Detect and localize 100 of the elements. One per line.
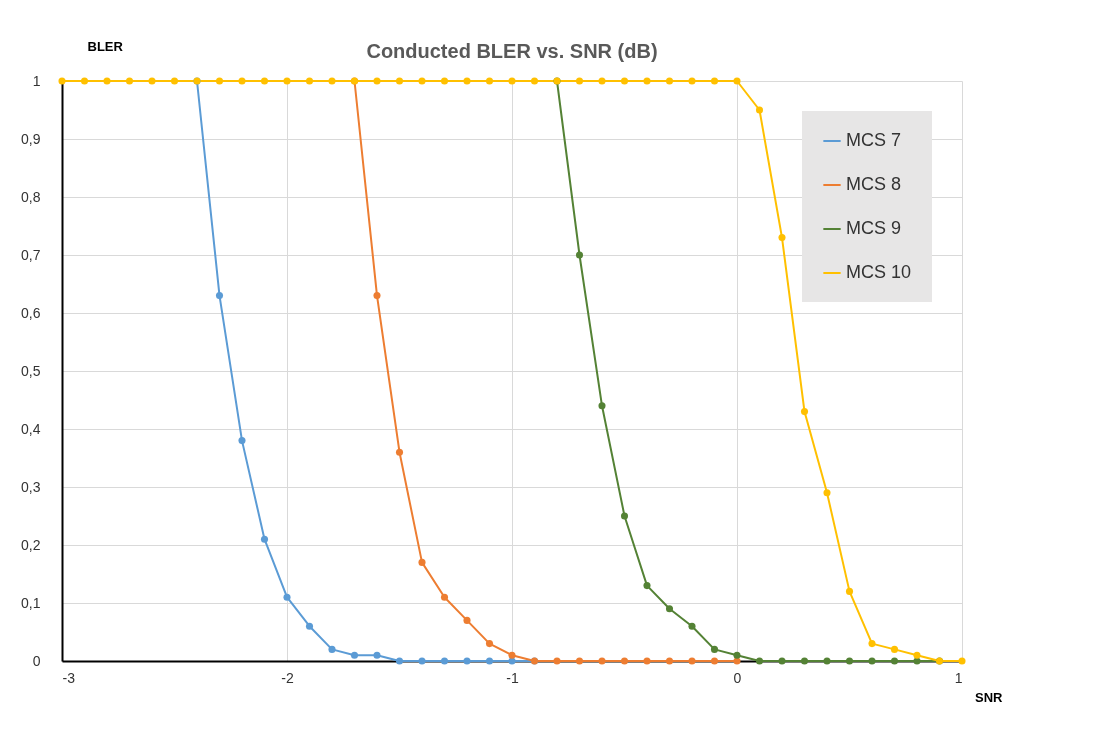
- point: [598, 657, 606, 665]
- point: [643, 77, 651, 85]
- point: [643, 582, 651, 590]
- point: [373, 77, 381, 85]
- legend-label: MCS 8: [846, 174, 902, 194]
- x-tick-label: -1: [506, 669, 519, 686]
- point: [575, 251, 584, 259]
- point: [463, 77, 471, 85]
- point: [800, 657, 809, 665]
- point: [688, 657, 696, 665]
- point: [283, 593, 291, 601]
- point: [598, 402, 606, 410]
- x-tick-label: 1: [954, 669, 963, 686]
- chart-title: Conducted BLER vs. SNR (dB): [366, 40, 658, 62]
- point: [328, 645, 336, 653]
- point: [755, 657, 764, 665]
- point: [485, 77, 494, 85]
- point: [553, 657, 561, 665]
- x-tick-label: 0: [733, 669, 742, 686]
- point: [418, 657, 426, 665]
- point: [800, 408, 809, 416]
- point: [620, 657, 629, 665]
- point: [328, 77, 336, 85]
- point: [575, 657, 584, 665]
- y-tick-label: 0,5: [21, 362, 41, 379]
- point: [688, 622, 696, 630]
- point: [688, 77, 696, 85]
- point: [913, 651, 921, 659]
- point: [868, 640, 876, 648]
- point: [463, 616, 471, 624]
- point: [710, 657, 719, 665]
- point: [823, 657, 831, 665]
- point: [440, 593, 449, 601]
- point: [755, 106, 764, 114]
- point: [103, 77, 111, 85]
- point: [395, 448, 404, 456]
- point: [373, 292, 381, 300]
- point: [440, 77, 449, 85]
- y-tick-label: 0,2: [21, 536, 41, 553]
- point: [80, 77, 89, 85]
- x-axis-title: SNR: [975, 689, 1004, 705]
- point: [845, 587, 854, 595]
- point: [508, 651, 516, 659]
- point: [845, 657, 854, 665]
- point: [643, 657, 651, 665]
- point: [710, 645, 719, 653]
- point: [350, 651, 359, 659]
- point: [530, 77, 539, 85]
- point: [260, 535, 269, 543]
- point: [575, 77, 584, 85]
- y-tick-label: 0,4: [21, 420, 41, 437]
- point: [778, 234, 786, 242]
- point: [485, 640, 494, 648]
- point: [823, 489, 831, 497]
- y-tick-label: 1: [32, 72, 41, 89]
- point: [418, 77, 426, 85]
- point: [620, 512, 629, 520]
- y-tick-label: 0,7: [21, 246, 41, 263]
- point: [125, 77, 134, 85]
- point: [170, 77, 179, 85]
- point: [620, 77, 629, 85]
- point: [215, 292, 224, 300]
- point: [710, 77, 719, 85]
- point: [283, 77, 291, 85]
- point: [665, 657, 674, 665]
- point: [733, 77, 741, 85]
- point: [395, 77, 404, 85]
- point: [733, 651, 741, 659]
- point: [485, 657, 494, 665]
- point: [598, 77, 606, 85]
- point: [890, 645, 899, 653]
- y-tick-label: 0,3: [21, 478, 41, 495]
- point: [778, 657, 786, 665]
- y-tick-label: 0,1: [21, 594, 41, 611]
- x-tick-label: -3: [62, 669, 76, 686]
- point: [260, 77, 269, 85]
- legend-label: MCS 7: [846, 130, 902, 150]
- point: [238, 437, 246, 445]
- point: [508, 77, 516, 85]
- y-tick-label: 0,6: [21, 304, 41, 321]
- x-tick-label: -2: [281, 669, 294, 686]
- point: [440, 657, 449, 665]
- point: [665, 605, 674, 613]
- point: [958, 657, 966, 665]
- legend-label: MCS 9: [846, 218, 902, 238]
- point: [305, 77, 314, 85]
- point: [148, 77, 156, 85]
- point: [463, 657, 471, 665]
- y-tick-label: 0,8: [21, 188, 41, 205]
- point: [215, 77, 224, 85]
- point: [868, 657, 876, 665]
- point: [418, 558, 426, 566]
- point: [373, 651, 381, 659]
- legend-label: MCS 10: [846, 262, 912, 282]
- point: [665, 77, 674, 85]
- y-tick-label: 0,9: [21, 130, 41, 147]
- point: [305, 622, 314, 630]
- point: [890, 657, 899, 665]
- y-tick-label: 0: [32, 652, 41, 669]
- y-axis-title: BLER: [87, 38, 124, 54]
